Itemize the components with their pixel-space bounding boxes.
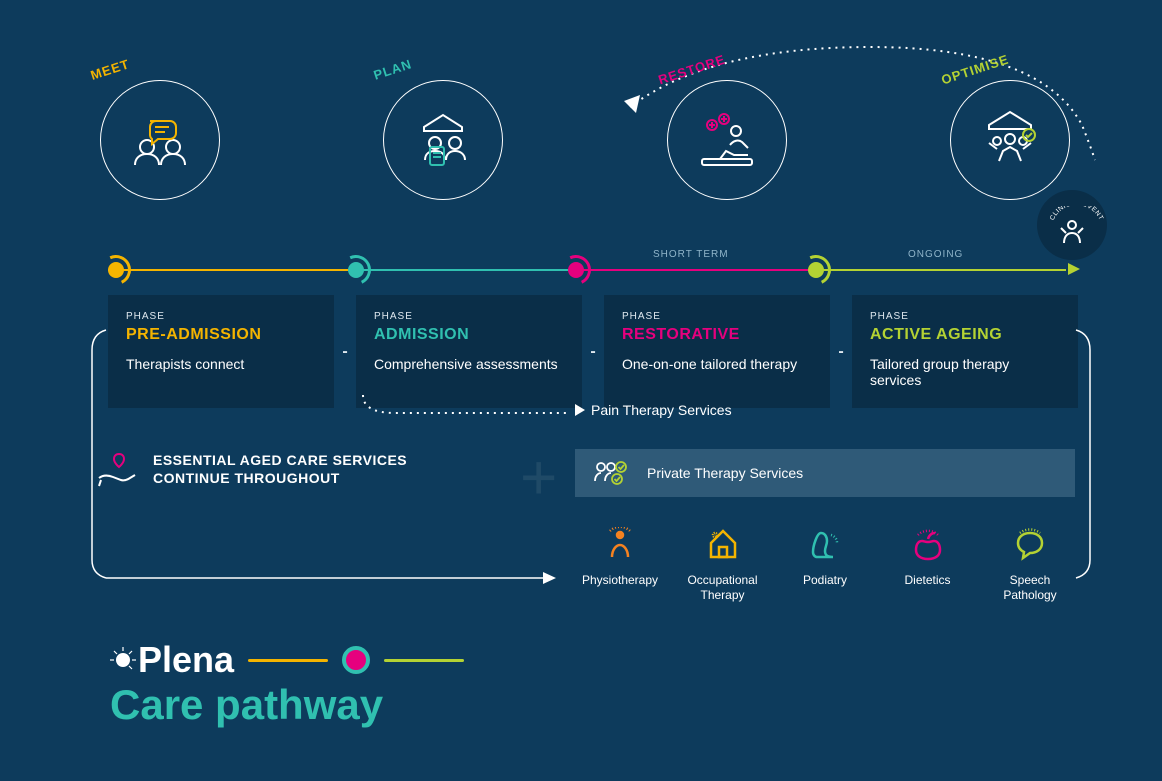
services-row: Physiotherapy OccupationalTherapy Podiat… [575, 525, 1075, 603]
essential-services-text: ESSENTIAL AGED CARE SERVICES CONTINUE TH… [153, 451, 407, 487]
phase-desc: One-on-one tailored therapy [622, 356, 812, 372]
therapy-icon [692, 105, 762, 175]
timeline-arrow-icon [1068, 263, 1080, 275]
speech-icon [985, 525, 1075, 565]
sun-icon [110, 647, 136, 673]
phase-card-admission: PHASE ADMISSION Comprehensive assessment… [356, 295, 582, 408]
card-sep: - [588, 295, 598, 408]
dietetics-icon [883, 525, 973, 565]
logo-ball-icon [342, 646, 370, 674]
phase-title: ADMISSION [374, 326, 564, 344]
ot-icon [678, 525, 768, 565]
label-ongoing: ONGOING [908, 249, 963, 260]
logo-brand: Plena [110, 639, 234, 681]
phase-eyebrow: PHASE [126, 311, 316, 322]
clipboard-people-icon [408, 105, 478, 175]
service-ot: OccupationalTherapy [678, 525, 768, 603]
stage-plan: PLAN [383, 80, 503, 220]
stage-circle [950, 80, 1070, 200]
service-physio: Physiotherapy [575, 525, 665, 603]
timeline: SHORT TERM ONGOING [108, 255, 1078, 285]
stage-nodes: MEET PLAN [100, 80, 1070, 220]
stage-meet: MEET [100, 80, 220, 220]
physio-icon [575, 525, 665, 565]
clinical-event-arc-text: CLINICAL EVENT [1037, 206, 1107, 234]
footer-logo: Plena Care pathway [110, 639, 468, 729]
service-podiatry: Podiatry [780, 525, 870, 603]
phase-cards: PHASE PRE-ADMISSION Therapists connect -… [108, 295, 1078, 408]
phase-title: PRE-ADMISSION [126, 326, 316, 344]
phase-card-restorative: PHASE RESTORATIVE One-on-one tailored th… [604, 295, 830, 408]
phase-desc: Comprehensive assessments [374, 356, 564, 372]
service-label: Physiotherapy [575, 573, 665, 588]
stage-circle [383, 80, 503, 200]
phase-title: RESTORATIVE [622, 326, 812, 344]
essential-services-row: ESSENTIAL AGED CARE SERVICES CONTINUE TH… [95, 448, 407, 490]
logo-product: Care pathway [110, 681, 468, 729]
card-sep: - [340, 295, 350, 408]
label-short-term: SHORT TERM [653, 249, 729, 260]
phase-card-activeageing: PHASE ACTIVE AGEING Tailored group thera… [852, 295, 1078, 408]
phase-card-preadmission: PHASE PRE-ADMISSION Therapists connect [108, 295, 334, 408]
pain-dotted-path [355, 395, 575, 425]
people-check-icon [593, 459, 633, 487]
stage-circle [667, 80, 787, 200]
right-connector [1074, 330, 1094, 580]
service-label: Dietetics [883, 573, 973, 588]
service-speech: SpeechPathology [985, 525, 1075, 603]
service-dietetics: Dietetics [883, 525, 973, 603]
service-label: OccupationalTherapy [678, 573, 768, 603]
clinical-event-node: CLINICAL EVENT [1037, 190, 1107, 260]
phase-title: ACTIVE AGEING [870, 326, 1060, 344]
stage-label: MEET [89, 56, 132, 83]
stage-circle [100, 80, 220, 200]
service-label: Podiatry [780, 573, 870, 588]
stage-label: PLAN [372, 56, 414, 82]
phase-desc: Therapists connect [126, 356, 316, 372]
svg-text:CLINICAL EVENT: CLINICAL EVENT [1049, 206, 1105, 222]
left-connector [88, 330, 108, 580]
people-chat-icon [125, 105, 195, 175]
active-people-icon [975, 105, 1045, 175]
podiatry-icon [780, 525, 870, 565]
service-label: SpeechPathology [985, 573, 1075, 603]
logo-line-2 [384, 659, 464, 662]
bottom-arrow [88, 565, 558, 585]
logo-line-1 [248, 659, 328, 662]
arrow-right-icon [575, 404, 585, 416]
pain-therapy-label: Pain Therapy Services [591, 402, 732, 418]
stage-restore: RESTORE [667, 80, 787, 220]
phase-eyebrow: PHASE [870, 311, 1060, 322]
phase-eyebrow: PHASE [374, 311, 564, 322]
private-therapy-box: Private Therapy Services [575, 449, 1075, 497]
plus-icon: + [520, 440, 557, 514]
pain-therapy-row: Pain Therapy Services [575, 402, 732, 418]
phase-desc: Tailored group therapy services [870, 356, 1060, 388]
private-therapy-label: Private Therapy Services [647, 465, 803, 481]
phase-eyebrow: PHASE [622, 311, 812, 322]
card-sep: - [836, 295, 846, 408]
